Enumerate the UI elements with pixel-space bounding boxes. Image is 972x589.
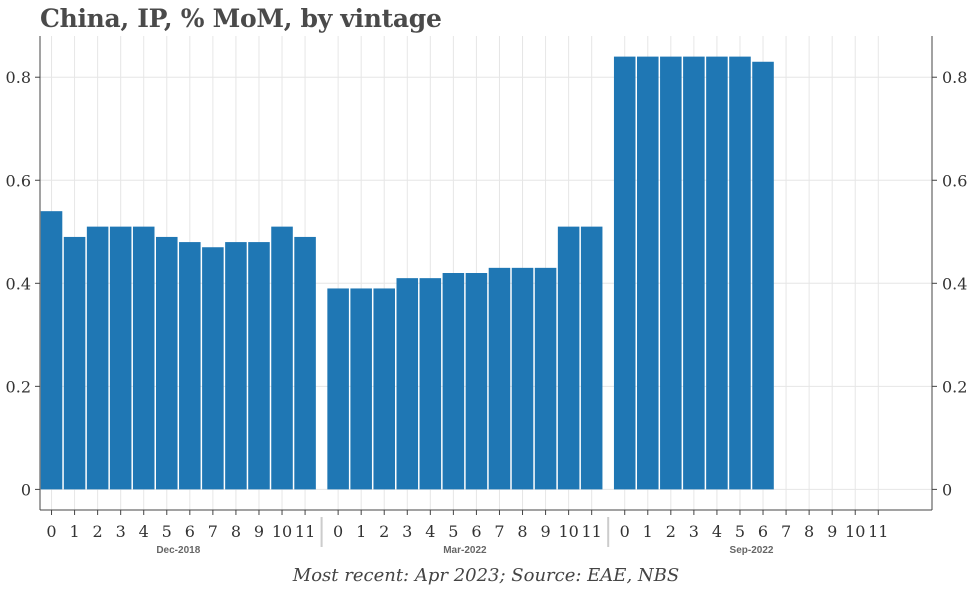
source-note: Most recent: Apr 2023; Source: EAE, NBS — [292, 565, 680, 586]
x-tick-label: 1 — [69, 522, 79, 541]
x-tick-label: 3 — [116, 522, 126, 541]
bar — [156, 236, 178, 490]
bar — [179, 242, 201, 490]
x-tick-label: 8 — [804, 522, 814, 541]
y-tick-label-right: 0 — [942, 480, 952, 499]
x-tick-label: 1 — [356, 522, 366, 541]
x-tick-label: 9 — [254, 522, 264, 541]
bar-layer — [40, 56, 774, 490]
bar — [465, 273, 488, 490]
y-tick-label-left: 0.2 — [6, 377, 31, 396]
bar — [294, 236, 316, 490]
bar-chart: 0 00.2 0.20.4 0.40.6 0.60.8 0.80 1 2 3 4 5 6 7 8 9 10 11… — [6, 36, 968, 556]
label-layer: 0 00.2 0.20.4 0.40.6 0.60.8 0.80 1 2 3 4 5 6 7 8 9 10 11… — [6, 68, 968, 556]
x-tick-label: 7 — [494, 522, 504, 541]
bar — [109, 226, 132, 490]
bar — [40, 211, 63, 490]
bar — [271, 226, 293, 490]
bar — [683, 56, 705, 490]
x-tick-label: 8 — [231, 522, 241, 541]
bar — [86, 226, 109, 490]
bar — [202, 247, 224, 490]
x-tick-label: 10 — [845, 522, 865, 541]
axis-layer — [35, 36, 937, 547]
y-tick-label-right: 0.2 — [942, 377, 967, 396]
bar — [225, 242, 247, 490]
x-tick-label: 2 — [666, 522, 676, 541]
y-tick-label-left: 0.6 — [6, 171, 31, 190]
bar — [706, 56, 728, 490]
y-tick-label-left: 0 — [21, 480, 31, 499]
bar — [752, 61, 774, 490]
x-tick-label: 2 — [379, 522, 389, 541]
y-tick-label-right: 0.6 — [942, 171, 967, 190]
group-label: Dec-2018 — [156, 545, 200, 556]
x-tick-label: 5 — [735, 522, 745, 541]
x-tick-label: 11 — [581, 522, 601, 541]
x-tick-label: 4 — [425, 522, 435, 541]
group-label: Mar-2022 — [443, 545, 487, 556]
bar — [637, 56, 659, 490]
bar — [511, 267, 534, 490]
bar — [373, 288, 395, 490]
x-tick-label: 6 — [185, 522, 195, 541]
bar — [442, 273, 465, 490]
bar — [488, 267, 511, 490]
bar — [132, 226, 155, 490]
bar — [419, 278, 442, 490]
x-tick-label: 9 — [540, 522, 550, 541]
bar — [350, 288, 372, 490]
y-tick-label-left: 0.8 — [6, 68, 31, 87]
x-tick-label: 0 — [333, 522, 343, 541]
x-tick-label: 4 — [712, 522, 722, 541]
x-tick-label: 1 — [643, 522, 653, 541]
x-tick-label: 9 — [827, 522, 837, 541]
x-tick-label: 10 — [558, 522, 578, 541]
x-tick-label: 6 — [471, 522, 481, 541]
x-tick-label: 10 — [272, 522, 292, 541]
bar — [534, 267, 557, 490]
group-label: Sep-2022 — [730, 545, 774, 556]
y-tick-label-left: 0.4 — [6, 274, 31, 293]
x-tick-label: 11 — [295, 522, 315, 541]
x-tick-label: 3 — [402, 522, 412, 541]
bar — [396, 278, 419, 490]
bar — [613, 56, 636, 490]
x-tick-label: 6 — [758, 522, 768, 541]
bar — [327, 288, 349, 490]
x-tick-label: 11 — [868, 522, 888, 541]
x-tick-label: 4 — [139, 522, 149, 541]
chart-title: China, IP, % MoM, by vintage — [40, 4, 442, 33]
bar — [248, 242, 270, 490]
bar — [660, 56, 682, 490]
bar — [729, 56, 751, 490]
bar — [580, 226, 603, 490]
x-tick-label: 8 — [517, 522, 527, 541]
x-tick-label: 5 — [162, 522, 172, 541]
y-tick-label-right: 0.8 — [942, 68, 967, 87]
x-tick-label: 5 — [448, 522, 458, 541]
x-tick-label: 3 — [689, 522, 699, 541]
y-tick-label-right: 0.4 — [942, 274, 967, 293]
x-tick-label: 0 — [46, 522, 56, 541]
bar — [63, 236, 86, 490]
x-tick-label: 7 — [781, 522, 791, 541]
bar — [557, 226, 580, 490]
x-tick-label: 0 — [620, 522, 630, 541]
x-tick-label: 2 — [93, 522, 103, 541]
x-tick-label: 7 — [208, 522, 218, 541]
